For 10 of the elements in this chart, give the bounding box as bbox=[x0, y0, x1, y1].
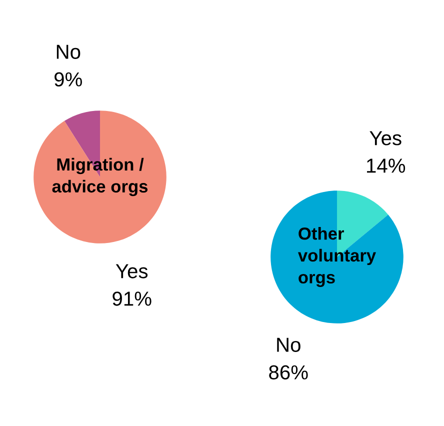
data-label: 91% bbox=[112, 292, 152, 306]
text: Migration / advice orgs bbox=[52, 158, 148, 196]
slice-label: Yes bbox=[116, 264, 148, 278]
data-label: 14% bbox=[367, 158, 406, 173]
data-label: 86% bbox=[269, 365, 308, 380]
slice-label: No bbox=[277, 338, 300, 352]
slice-label: Yes bbox=[370, 131, 402, 146]
data-label: 9% bbox=[54, 72, 82, 86]
text: Other voluntary orgs bbox=[298, 227, 376, 287]
slice-label: No bbox=[56, 44, 80, 59]
